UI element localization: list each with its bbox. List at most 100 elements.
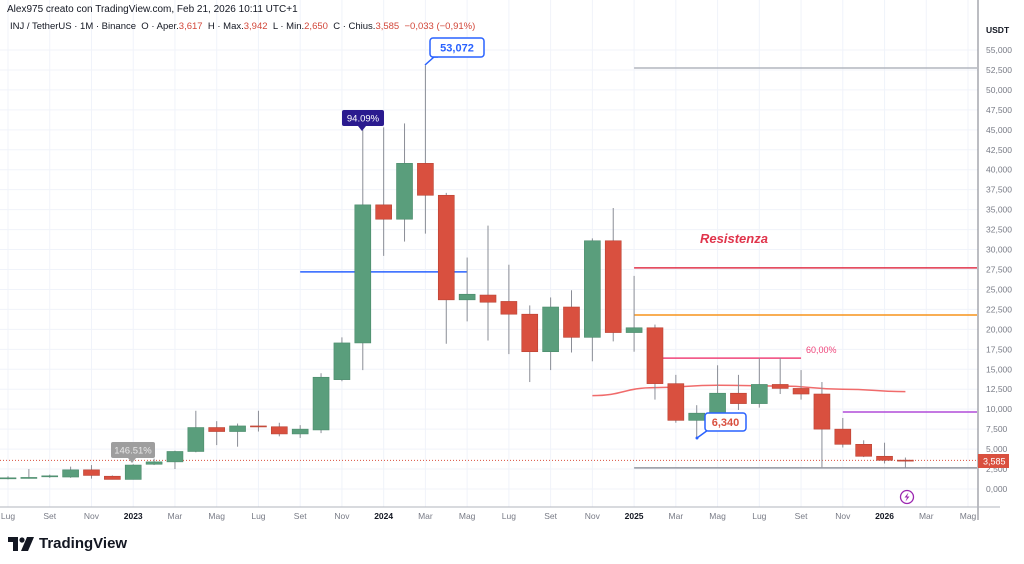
moving-average-curve [592, 384, 906, 397]
candle[interactable] [83, 465, 100, 479]
price-tick-label: 37,500 [986, 185, 1012, 195]
candle-body [584, 240, 601, 338]
price-axis[interactable]: 0,000 2,500 5,000 7,500 10,000 12,500 15,000 17… [986, 45, 1012, 494]
high-label: H · Max. [207, 21, 244, 32]
candle[interactable] [813, 382, 831, 468]
open-value: 3,617 [178, 21, 203, 32]
candle[interactable] [542, 297, 559, 371]
time-tick-label: Mar [418, 511, 433, 521]
candle[interactable] [834, 417, 852, 448]
candle[interactable] [604, 208, 622, 342]
price-tick-label: 45,000 [986, 125, 1012, 135]
price-tick-label: 5,000 [986, 444, 1008, 454]
price-tick-label: 42,500 [986, 145, 1012, 155]
close-label: C · Chius. [333, 21, 376, 32]
low-value: 2,650 [304, 21, 328, 32]
symbol-info[interactable]: INJ / TetherUS · 1M · Binance [10, 21, 137, 32]
candle[interactable] [271, 422, 288, 437]
time-tick-label: Set [294, 511, 307, 521]
candle-body [417, 163, 434, 196]
candle-body [396, 163, 413, 220]
candle[interactable] [250, 410, 267, 432]
price-tick-label: 40,000 [986, 165, 1012, 175]
price-tick-label: 0,000 [986, 484, 1008, 494]
candle-body [333, 342, 351, 380]
time-tick-label: Mag [709, 511, 726, 521]
candle[interactable] [396, 123, 413, 242]
candle[interactable] [417, 65, 434, 234]
candle[interactable] [354, 129, 372, 371]
price-tick-label: 7,500 [986, 424, 1008, 434]
candle[interactable] [437, 192, 455, 344]
candle[interactable] [166, 450, 184, 470]
candle-body [646, 327, 664, 384]
open-label: O · Aper. [141, 21, 179, 32]
candle[interactable] [124, 464, 142, 480]
candle[interactable] [229, 423, 246, 447]
candle[interactable] [187, 410, 205, 453]
candle[interactable] [521, 305, 539, 383]
candles [0, 65, 914, 480]
candle[interactable] [20, 469, 38, 479]
candle-body [876, 455, 893, 461]
candle[interactable] [62, 466, 79, 478]
time-tick-label: Nov [835, 511, 851, 521]
candle-body [437, 194, 455, 301]
candle-body [855, 444, 872, 457]
candle[interactable] [771, 358, 789, 395]
chart-grid [0, 0, 978, 507]
candle[interactable] [208, 421, 225, 446]
candle-body [83, 469, 100, 476]
price-tick-label: 12,500 [986, 384, 1012, 394]
candle-body [124, 464, 142, 480]
candle[interactable] [709, 365, 726, 415]
candle[interactable] [584, 238, 601, 362]
candle[interactable] [563, 290, 580, 353]
time-tick-label: Mar [168, 511, 183, 521]
candle[interactable] [333, 337, 351, 382]
candle-body [208, 427, 225, 432]
time-tick-label: Mag [459, 511, 476, 521]
time-tick-label: Nov [334, 511, 350, 521]
candle-body [897, 459, 914, 462]
candle[interactable] [751, 358, 768, 408]
candle[interactable] [145, 458, 163, 466]
lightning-icon[interactable] [899, 489, 915, 505]
candle[interactable] [625, 275, 643, 352]
candle[interactable] [291, 425, 309, 438]
time-tick-label: Lug [1, 511, 15, 521]
candle[interactable] [41, 474, 59, 478]
candle-body [604, 240, 622, 333]
ath-label: 53,072 [440, 43, 474, 55]
candle[interactable] [104, 475, 121, 480]
time-tick-label: Lug [251, 511, 265, 521]
time-tick-label: Mar [919, 511, 934, 521]
candle[interactable] [855, 440, 872, 458]
candle[interactable] [897, 457, 914, 468]
candle-body [667, 383, 685, 421]
candle[interactable] [792, 370, 810, 400]
candle[interactable] [500, 264, 518, 355]
candle-body [354, 204, 372, 344]
time-tick-label: Nov [84, 511, 100, 521]
time-axis[interactable]: Lug Set Nov 2023 Mar Mag Lug Set Nov 2024 Mar Mag Lu… [1, 511, 977, 521]
candle[interactable] [375, 127, 392, 256]
tradingview-logo[interactable]: TradingView [8, 535, 127, 552]
candle[interactable] [458, 257, 476, 322]
low-label: 6,340 [712, 417, 740, 429]
candle[interactable] [312, 373, 330, 434]
candle-body [751, 384, 768, 404]
low-label: L · Min. [272, 21, 305, 32]
ohlc-legend: INJ / TetherUS · 1M · Binance O · Aper.3… [10, 21, 475, 32]
candle[interactable] [479, 225, 497, 341]
candle[interactable] [730, 374, 747, 410]
price-tick-label: 32,500 [986, 225, 1012, 235]
price-tick-label: 50,000 [986, 85, 1012, 95]
candle[interactable] [667, 374, 685, 423]
time-tick-label: 2025 [625, 511, 644, 521]
candle[interactable] [0, 476, 17, 480]
candle[interactable] [646, 324, 664, 400]
pct-2023-callout: 146.51% [111, 442, 155, 463]
candle[interactable] [876, 442, 893, 464]
